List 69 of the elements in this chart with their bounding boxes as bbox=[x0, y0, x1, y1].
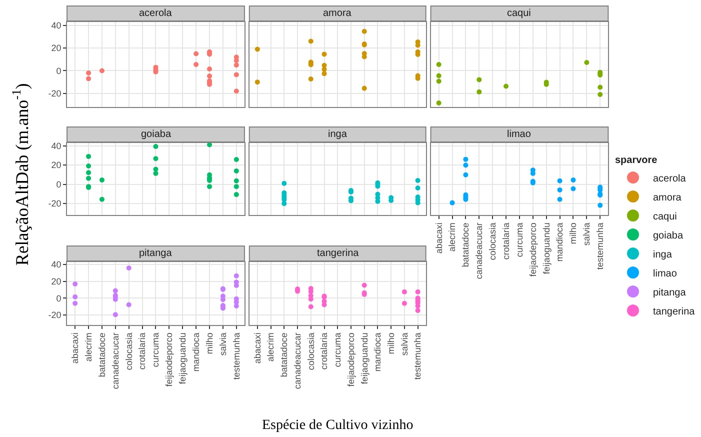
x-tick-label: testemunha bbox=[412, 332, 423, 380]
x-tick-label: colocasia bbox=[488, 222, 498, 260]
x-tick-label: feijaodeporco bbox=[164, 332, 174, 387]
x-tick-label: abacaxi bbox=[434, 222, 444, 254]
chart-title: caqui bbox=[507, 8, 531, 19]
x-tick-label: salvia bbox=[399, 332, 410, 356]
legend-label: caqui bbox=[653, 211, 677, 222]
y-tick-label: -20 bbox=[48, 310, 62, 320]
y-tick-label: 20 bbox=[51, 160, 62, 170]
x-tick-label: mandioca bbox=[372, 332, 383, 372]
x-tick-label: alecrim bbox=[266, 332, 276, 362]
x-tick-label: crotalaria bbox=[319, 332, 330, 370]
legend-label: goiaba bbox=[653, 230, 684, 242]
x-tick-label: feijaoguandu bbox=[541, 222, 552, 274]
x-tick-label: alecrim bbox=[447, 222, 458, 252]
x-tick-label: curcuma bbox=[332, 332, 343, 368]
chart-title: inga bbox=[328, 129, 348, 140]
chart-title: amora bbox=[323, 8, 352, 19]
legend-label: tangerina bbox=[653, 306, 696, 318]
x-tick-label: milho bbox=[568, 222, 578, 244]
x-tick-label: batatadoce bbox=[279, 332, 290, 378]
chart-title: goiaba bbox=[141, 129, 172, 140]
x-tick-label: mandioca bbox=[190, 332, 201, 372]
x-tick-label: crotalaria bbox=[500, 222, 511, 260]
x-tick-label: feijaoguandu bbox=[359, 332, 370, 384]
y-tick-label: -20 bbox=[48, 88, 62, 99]
x-tick-label: batatadoce bbox=[96, 332, 107, 378]
y-tick-label: 20 bbox=[51, 43, 62, 54]
legend-label: acerola bbox=[653, 173, 686, 184]
y-tick-label: -20 bbox=[48, 198, 62, 209]
legend-label: pitanga bbox=[653, 287, 686, 298]
x-tick-label: testemunha bbox=[595, 222, 606, 270]
legend-label: amora bbox=[653, 192, 682, 204]
x-tick-label: mandioca bbox=[554, 222, 565, 262]
chart-title: acerola bbox=[139, 8, 172, 19]
x-tick-label: feijaoguandu bbox=[178, 332, 188, 384]
x-tick-label: crotalaria bbox=[137, 332, 148, 370]
x-tick-label: canadeacucar bbox=[292, 332, 302, 390]
x-tick-label: colocasia bbox=[124, 332, 134, 370]
x-tick-label: salvia bbox=[218, 332, 228, 356]
legend-title: sparvore bbox=[615, 155, 658, 166]
legend-label: limao bbox=[653, 268, 678, 280]
y-tick-label: 0 bbox=[56, 66, 62, 76]
y-tick-label: 40 bbox=[51, 20, 62, 31]
x-axis-title: Espécie de Cultivo vizinho bbox=[262, 418, 414, 433]
x-tick-label: curcuma bbox=[514, 222, 524, 258]
y-tick-label: 40 bbox=[51, 260, 62, 270]
legend-label: inga bbox=[653, 249, 672, 260]
x-tick-label: canadeacucar bbox=[110, 332, 120, 390]
y-tick-label: 0 bbox=[56, 179, 62, 190]
y-tick-label: 40 bbox=[51, 141, 62, 152]
x-tick-label: canadeacucar bbox=[474, 222, 484, 280]
x-tick-label: testemunha bbox=[231, 332, 242, 380]
x-tick-label: curcuma bbox=[150, 332, 161, 368]
x-tick-label: salvia bbox=[582, 222, 592, 246]
x-tick-label: abacaxi bbox=[70, 332, 80, 364]
y-tick-label: 20 bbox=[51, 276, 62, 286]
x-tick-label: batatadoce bbox=[460, 222, 471, 268]
x-tick-label: feijaodeporco bbox=[528, 222, 538, 277]
x-tick-label: feijaodeporco bbox=[346, 332, 356, 387]
chart-title: limao bbox=[507, 129, 532, 140]
x-tick-label: milho bbox=[204, 332, 214, 354]
x-tick-label: milho bbox=[386, 332, 396, 354]
x-tick-label: alecrim bbox=[83, 332, 94, 362]
x-tick-label: colocasia bbox=[306, 332, 316, 370]
x-tick-label: abacaxi bbox=[252, 332, 262, 364]
chart-title: tangerina bbox=[317, 248, 360, 259]
y-tick-label: 0 bbox=[56, 293, 62, 304]
chart-title: pitanga bbox=[139, 248, 172, 259]
